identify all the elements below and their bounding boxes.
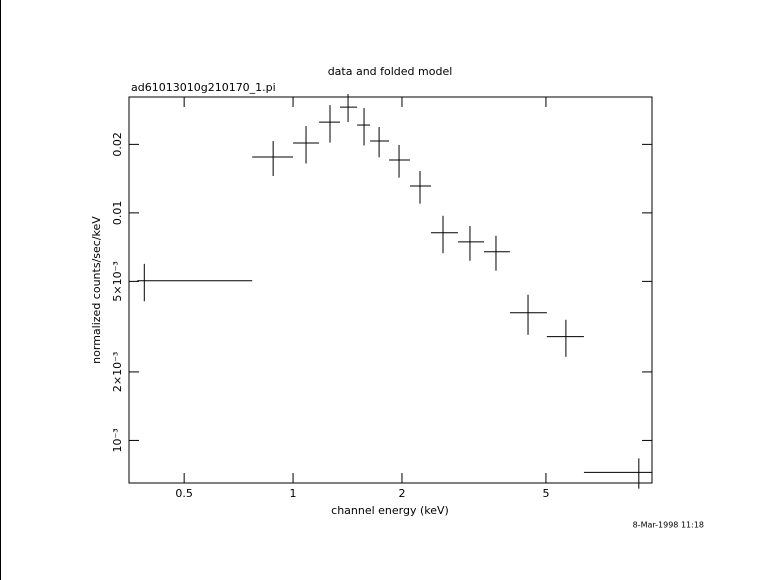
plot-frame — [128, 96, 653, 484]
y-tick-label: 0.01 — [111, 201, 124, 226]
y-axis-label: normalized counts/sec/keV — [90, 216, 103, 364]
y-tick-label: 2×10⁻³ — [111, 352, 124, 392]
x-tick-label: 5 — [542, 487, 549, 500]
y-tick-label: 0.02 — [111, 132, 124, 157]
y-tick-label: 5×10⁻³ — [111, 261, 124, 301]
x-tick-label: 0.5 — [175, 487, 193, 500]
x-tick-label: 2 — [398, 487, 405, 500]
date-stamp: 8-Mar-1998 11:18 — [633, 521, 704, 530]
file-label: ad61013010g210170_1.pi — [131, 81, 276, 94]
x-tick-label: 1 — [290, 487, 297, 500]
chart-title: data and folded model — [328, 65, 453, 78]
x-axis-label: channel energy (keV) — [331, 504, 449, 517]
y-tick-label: 10⁻³ — [111, 428, 124, 452]
